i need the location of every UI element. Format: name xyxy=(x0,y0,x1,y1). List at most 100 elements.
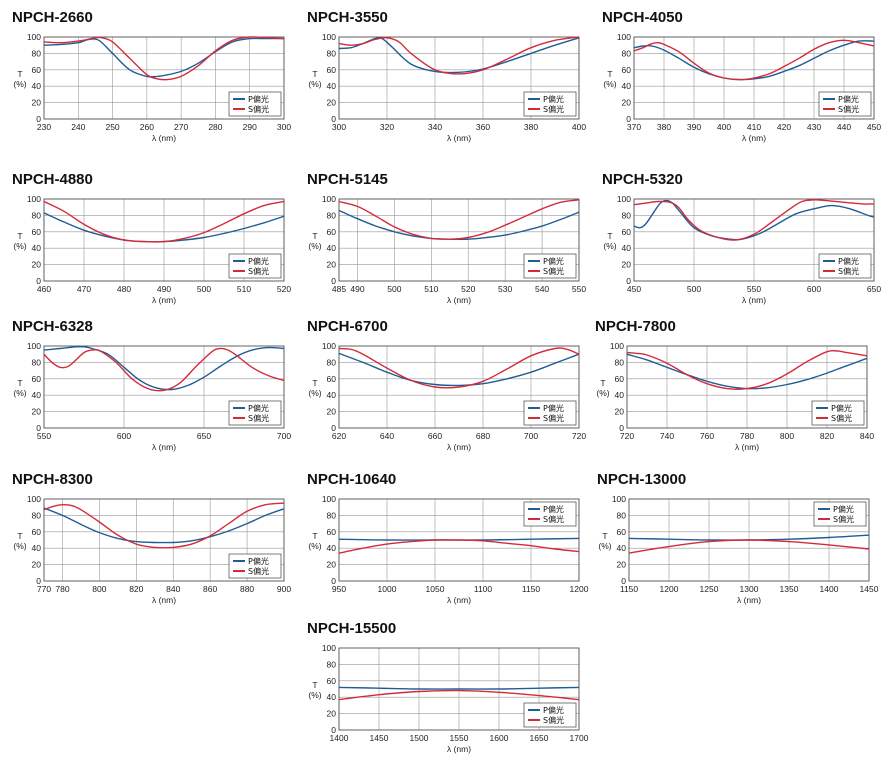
y-axis-label: T xyxy=(312,378,317,388)
x-axis-label: λ (nm) xyxy=(737,595,761,605)
y-tick-label: 80 xyxy=(615,357,625,367)
y-tick-label: 60 xyxy=(622,227,632,237)
plot-frame xyxy=(338,36,580,120)
plot-frame xyxy=(626,345,868,429)
plot-frame xyxy=(338,198,580,282)
x-tick-label: 1550 xyxy=(450,733,469,743)
y-tick-label: 100 xyxy=(27,194,41,204)
legend-label: P偏光 xyxy=(543,403,564,413)
series-line-p xyxy=(43,507,285,544)
chart-panel: NPCH-7800 0 20 40 60 80 100 720 740 760 780 800 820 8… xyxy=(595,318,885,468)
y-tick-label: 100 xyxy=(610,341,624,351)
y-axis-label: T xyxy=(602,531,607,541)
x-tick-label: 550 xyxy=(747,284,761,294)
x-tick-label: 1200 xyxy=(570,584,589,594)
x-tick-label: 450 xyxy=(867,122,881,132)
x-tick-label: 270 xyxy=(174,122,188,132)
y-tick-label: 20 xyxy=(327,98,337,108)
x-tick-label: 480 xyxy=(117,284,131,294)
legend-label: P偏光 xyxy=(248,256,269,266)
x-tick-label: 1450 xyxy=(860,584,879,594)
y-tick-label: 100 xyxy=(617,32,631,42)
chart-title: NPCH-5320 xyxy=(602,171,683,188)
x-tick-label: 500 xyxy=(687,284,701,294)
chart-svg: 0 20 40 60 80 100 300 320 340 360 380 400 T(%) λ (nm)… xyxy=(308,32,586,143)
y-tick-label: 40 xyxy=(32,543,42,553)
y-axis-unit: (%) xyxy=(308,241,321,251)
x-tick-label: 1400 xyxy=(330,733,349,743)
x-axis-label: λ (nm) xyxy=(447,442,471,452)
x-tick-label: 740 xyxy=(660,431,674,441)
legend-label: S偏光 xyxy=(248,104,269,114)
legend-box xyxy=(228,91,282,117)
legend-label: P偏光 xyxy=(248,94,269,104)
plot-frame xyxy=(633,36,875,120)
legend-label: S偏光 xyxy=(833,514,854,524)
y-tick-label: 100 xyxy=(617,194,631,204)
y-tick-label: 100 xyxy=(322,32,336,42)
series-line-s xyxy=(626,349,868,390)
y-tick-label: 0 xyxy=(626,276,631,286)
plot-frame xyxy=(43,345,285,429)
chart-title: NPCH-4880 xyxy=(12,171,93,188)
x-tick-label: 1350 xyxy=(780,584,799,594)
y-tick-label: 60 xyxy=(622,65,632,75)
y-tick-label: 100 xyxy=(27,341,41,351)
y-tick-label: 20 xyxy=(32,98,42,108)
x-tick-label: 1400 xyxy=(820,584,839,594)
y-axis-unit: (%) xyxy=(308,79,321,89)
y-tick-label: 20 xyxy=(327,709,337,719)
y-tick-label: 100 xyxy=(27,32,41,42)
chart-svg: 0 20 40 60 80 100 770 780 800 820 840 860 880 900 T(%)… xyxy=(13,494,291,605)
y-tick-label: 20 xyxy=(615,407,625,417)
x-tick-label: 720 xyxy=(572,431,586,441)
y-tick-label: 80 xyxy=(327,357,337,367)
chart-panel: NPCH-6700 0 20 40 60 80 100 620 640 660 680 700 720 T… xyxy=(307,318,597,468)
x-tick-label: 485 xyxy=(332,284,346,294)
x-tick-label: 390 xyxy=(687,122,701,132)
plot-frame xyxy=(43,498,285,582)
chart-svg: 0 20 40 60 80 100 620 640 660 680 700 720 T(%) λ (nm)… xyxy=(308,341,586,452)
y-tick-label: 40 xyxy=(617,543,627,553)
legend-box xyxy=(228,400,282,426)
chart-title: NPCH-3550 xyxy=(307,9,388,26)
legend-box xyxy=(523,501,577,527)
y-tick-label: 0 xyxy=(331,423,336,433)
y-tick-label: 80 xyxy=(622,48,632,58)
x-tick-label: 1600 xyxy=(490,733,509,743)
y-tick-label: 0 xyxy=(621,576,626,586)
y-tick-label: 100 xyxy=(612,494,626,504)
y-tick-label: 100 xyxy=(322,194,336,204)
x-tick-label: 520 xyxy=(461,284,475,294)
x-tick-label: 950 xyxy=(332,584,346,594)
chart-svg: 0 20 40 60 80 100 450 500 550 600 650 T(%) λ (nm) P偏光… xyxy=(603,194,881,305)
y-tick-label: 40 xyxy=(327,543,337,553)
y-tick-label: 0 xyxy=(619,423,624,433)
x-tick-label: 1500 xyxy=(410,733,429,743)
legend-box xyxy=(523,400,577,426)
y-tick-label: 20 xyxy=(32,260,42,270)
y-axis-unit: (%) xyxy=(603,241,616,251)
x-tick-label: 840 xyxy=(166,584,180,594)
y-tick-label: 0 xyxy=(36,576,41,586)
x-tick-label: 780 xyxy=(740,431,754,441)
x-tick-label: 760 xyxy=(700,431,714,441)
x-tick-label: 250 xyxy=(105,122,119,132)
y-tick-label: 100 xyxy=(27,494,41,504)
x-tick-label: 1700 xyxy=(570,733,589,743)
chart-panel: NPCH-13000 0 20 40 60 80 100 1150 1200 1250 1300 13… xyxy=(597,471,887,621)
legend-box xyxy=(811,400,865,426)
x-tick-label: 840 xyxy=(860,431,874,441)
series-line-s xyxy=(628,539,870,554)
chart-title: NPCH-15500 xyxy=(307,620,397,637)
chart-panel: NPCH-5145 0 20 40 60 80 100 485 490 500 510 520 530 5… xyxy=(307,171,597,321)
legend-label: S偏光 xyxy=(248,566,269,576)
y-tick-label: 80 xyxy=(32,210,42,220)
x-tick-label: 900 xyxy=(277,584,291,594)
